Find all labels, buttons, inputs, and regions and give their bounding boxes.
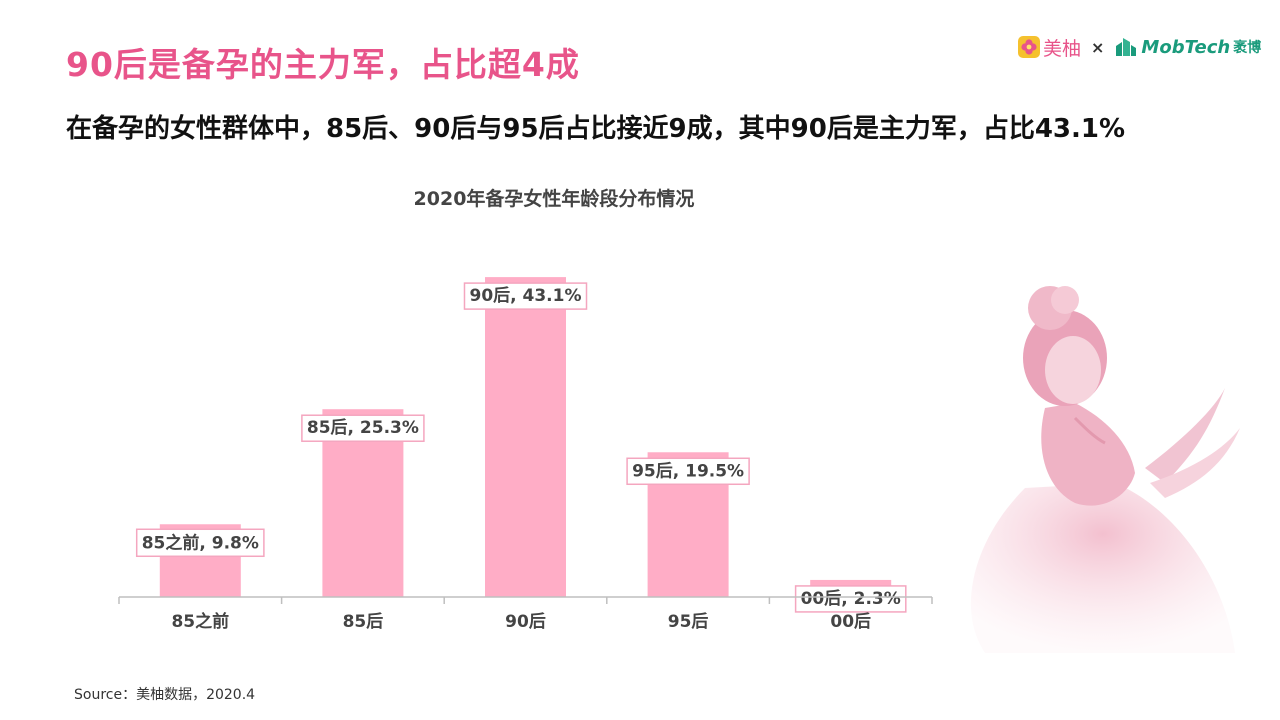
- mobtech-logo: MobTech 袤博: [1114, 36, 1261, 58]
- data-label-text: 00后, 2.3%: [801, 589, 901, 609]
- meiyou-flower-icon: [1018, 36, 1040, 58]
- x-tick-label-3: 90后: [505, 612, 546, 632]
- data-label-box: [135, 528, 265, 558]
- data-label-box: [626, 457, 750, 486]
- x-tick-label-2: 85后: [343, 612, 384, 632]
- meiyou-logo: 美柚: [1018, 34, 1081, 61]
- data-label-box: [794, 585, 907, 613]
- data-label-text: 90后, 43.1%: [469, 286, 581, 306]
- data-label-5: 00后, 2.3%: [794, 585, 907, 613]
- data-label-text: 95后, 19.5%: [632, 461, 744, 481]
- chart-title: 2020年备孕女性年龄段分布情况: [413, 188, 695, 210]
- data-label-4: 95后, 19.5%: [626, 457, 750, 486]
- partner-logos: 美柚 × MobTech 袤博: [1018, 32, 1261, 62]
- meiyou-wordmark: 美柚: [1043, 37, 1082, 60]
- pregnant-woman-illustration: [970, 286, 1240, 653]
- x-tick-label-1: 85之前: [171, 611, 229, 632]
- mobtech-wordmark: MobTech: [1141, 36, 1231, 58]
- source-note: Source：美柚数据，2020.4: [74, 687, 256, 703]
- data-label-3: 90后, 43.1%: [463, 282, 588, 310]
- yuanbo-wordmark: 袤博: [1233, 40, 1262, 56]
- mobtech-building-icon: [1116, 38, 1137, 56]
- data-label-box: [463, 282, 588, 310]
- x-tick-label-4: 95后: [668, 612, 709, 632]
- data-label-text: 85之前, 9.8%: [142, 532, 259, 553]
- data-label-2: 85后, 25.3%: [301, 414, 425, 442]
- data-label-1: 85之前, 9.8%: [135, 528, 265, 558]
- page-subtitle: 在备孕的女性群体中，85后、90后与95后占比接近9成，其中90后是主力军，占比…: [66, 114, 1126, 144]
- logo-separator: ×: [1091, 37, 1105, 57]
- bar-3: [485, 277, 566, 597]
- data-label-text: 85后, 25.3%: [307, 418, 419, 438]
- x-tick-label-5: 00后: [830, 612, 871, 632]
- data-label-box: [301, 414, 425, 442]
- page-title: 90后是备孕的主力军，占比超4成: [66, 45, 580, 84]
